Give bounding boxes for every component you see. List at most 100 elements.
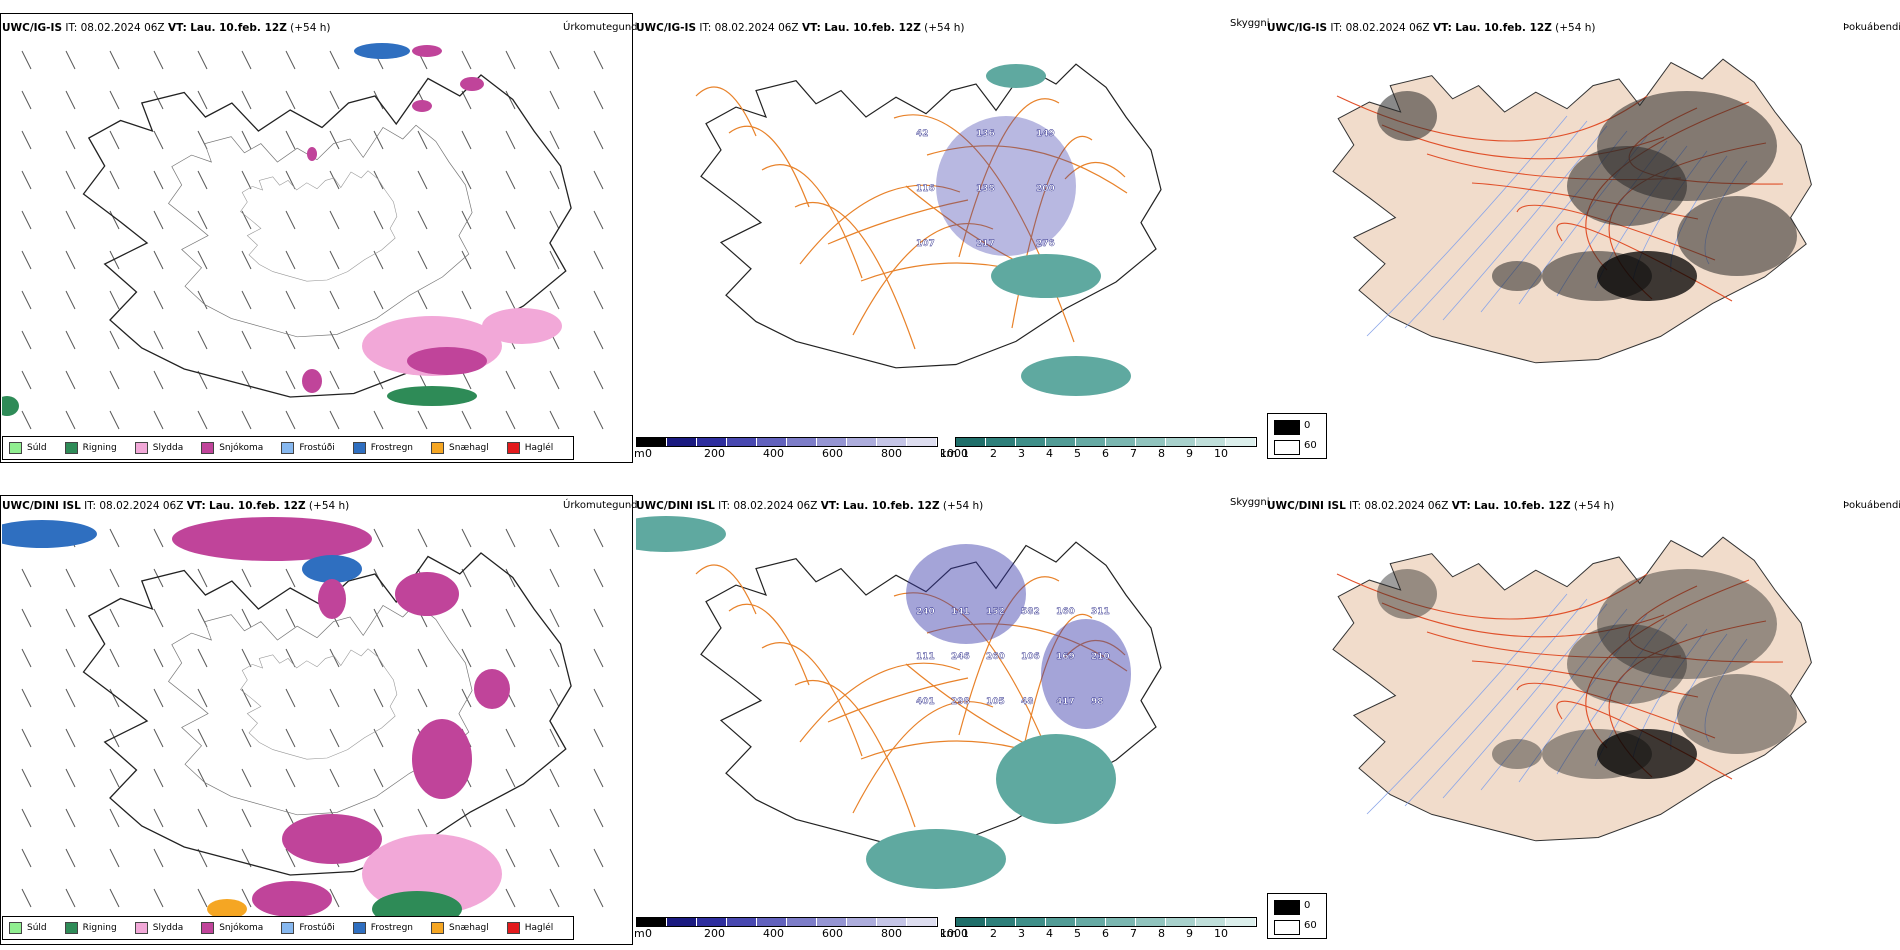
- wind-barb: [549, 568, 560, 588]
- wind-barb: [373, 768, 384, 788]
- wind-barb: [549, 170, 560, 190]
- height-scale-tick: 0: [645, 927, 652, 940]
- road: [799, 184, 961, 265]
- visibility-scale-tick: 2: [990, 447, 997, 460]
- wind-barb: [549, 90, 560, 110]
- wind-barb: [65, 648, 76, 668]
- wind-barb: [593, 50, 604, 70]
- road: [695, 564, 757, 615]
- wind-barb: [241, 808, 252, 828]
- source-label: UWC/IG-IS: [636, 22, 697, 34]
- road: [1585, 579, 1750, 749]
- wind-barb: [109, 210, 120, 230]
- river: [1442, 603, 1608, 799]
- visibility-scale-tick: 6: [1102, 447, 1109, 460]
- precip-area-freezing-rain: [2, 520, 97, 548]
- wind-barb: [593, 210, 604, 230]
- wind-barb: [65, 888, 76, 908]
- wind-barb: [329, 170, 340, 190]
- precip-map-bottom: [2, 514, 631, 943]
- wind-barb: [197, 688, 208, 708]
- wind-barb: [593, 250, 604, 270]
- scale-step: [907, 918, 937, 926]
- wind-barb: [593, 768, 604, 788]
- lead-time: (+54 h): [308, 500, 350, 512]
- wind-barb: [153, 648, 164, 668]
- wind-barb: [549, 688, 560, 708]
- source-label: UWC/DINI ISL: [2, 500, 81, 512]
- wind-barb: [109, 688, 120, 708]
- snow-depth-label: 401: [916, 697, 935, 707]
- wind-barb: [21, 848, 32, 868]
- wind-barb: [153, 728, 164, 748]
- source-label: UWC/IG-IS: [2, 22, 63, 34]
- wind-barb: [285, 648, 296, 668]
- scale-step: [1226, 918, 1256, 926]
- river: [1556, 618, 1668, 775]
- visibility-scale-tick: 7: [1130, 447, 1137, 460]
- wind-barb: [109, 50, 120, 70]
- scale-step: [1196, 438, 1226, 446]
- scale-step: [1106, 438, 1136, 446]
- visibility-scale-tick: 9: [1186, 927, 1193, 940]
- wind-barb: [593, 170, 604, 190]
- wind-barb: [461, 50, 472, 70]
- wind-barb: [505, 210, 516, 230]
- snow-depth-label: 210: [1091, 652, 1110, 662]
- wind-barb: [505, 808, 516, 828]
- wind-barb: [153, 250, 164, 270]
- precip-top-title: Úrkomutegund: [563, 22, 638, 33]
- vt-label: VT:: [167, 22, 187, 34]
- wind-barb: [65, 50, 76, 70]
- fog-indicator-area: [1377, 91, 1437, 141]
- scale-step: [1166, 438, 1196, 446]
- legend-swatch: [64, 442, 78, 454]
- height-scale-tick: 600: [822, 447, 843, 460]
- wind-barb: [241, 608, 252, 628]
- wind-barb: [505, 568, 516, 588]
- wind-barb: [505, 768, 516, 788]
- wind-barb: [109, 370, 120, 390]
- precip-area-snow: [395, 572, 459, 616]
- wind-barb: [65, 688, 76, 708]
- wind-barb: [505, 170, 516, 190]
- visibility-scale-tick: 3: [1018, 927, 1025, 940]
- legend-item-snæhagl: Snæhagl: [431, 922, 489, 934]
- height-scale-tick: 800: [881, 927, 902, 940]
- scale-step: [1166, 918, 1196, 926]
- wind-barb: [285, 170, 296, 190]
- visibility-scale-tick: 4: [1046, 447, 1053, 460]
- precip-area-rain: [387, 386, 477, 406]
- legend-label: Frostregn: [370, 443, 414, 453]
- precip-bottom-header: UWC/DINI ISL IT: 08.02.2024 06Z VT: Lau.…: [2, 500, 349, 513]
- fog-indicator-area: [1597, 569, 1777, 679]
- legend-item-frostregn: Frostregn: [352, 922, 413, 934]
- legend-swatch: [431, 442, 445, 454]
- visibility-scale-tick: 1: [962, 927, 969, 940]
- wind-barb: [461, 648, 472, 668]
- wind-barb: [329, 210, 340, 230]
- wind-barb: [153, 90, 164, 110]
- init-time: 08.02.2024 06Z: [1345, 22, 1430, 34]
- river: [1480, 608, 1628, 791]
- fog-indicator-area: [1597, 251, 1697, 301]
- wind-barb: [505, 528, 516, 548]
- visibility-scale-tick: 5: [1074, 927, 1081, 940]
- wind-barb: [285, 250, 296, 270]
- precip-area-snow: [412, 719, 472, 799]
- snow-bottom-title: Skyggni: [1230, 497, 1270, 508]
- wind-barb: [505, 370, 516, 390]
- road: [761, 642, 863, 757]
- snow-depth-label: 138: [976, 184, 995, 194]
- height-scale-tick: 400: [763, 927, 784, 940]
- wind-barb: [461, 688, 472, 708]
- wind-barb: [21, 568, 32, 588]
- visibility-scale-bar: [955, 917, 1257, 927]
- wind-barb: [505, 648, 516, 668]
- vt-label: VT:: [801, 22, 821, 34]
- wind-barb: [549, 370, 560, 390]
- wind-barb: [549, 528, 560, 548]
- legend-item-frostúði: Frostúði: [281, 442, 335, 454]
- wind-barb: [65, 90, 76, 110]
- wind-barb: [461, 290, 472, 310]
